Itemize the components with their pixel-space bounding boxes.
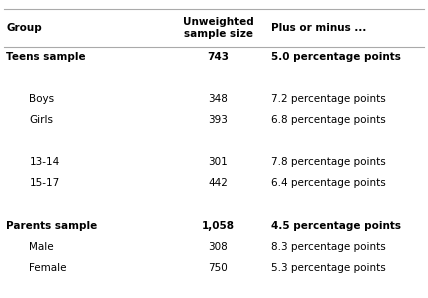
- Text: 1,058: 1,058: [202, 221, 235, 231]
- Text: 4.5 percentage points: 4.5 percentage points: [270, 221, 401, 231]
- Text: Unweighted
sample size: Unweighted sample size: [183, 17, 253, 39]
- Text: 5.3 percentage points: 5.3 percentage points: [270, 263, 385, 273]
- Text: Teens sample: Teens sample: [6, 52, 86, 62]
- Text: Parents sample: Parents sample: [6, 221, 98, 231]
- Text: Girls: Girls: [30, 115, 54, 125]
- Text: Group: Group: [6, 23, 42, 33]
- Text: 6.8 percentage points: 6.8 percentage points: [270, 115, 385, 125]
- Text: Boys: Boys: [30, 94, 55, 104]
- Text: 6.4 percentage points: 6.4 percentage points: [270, 179, 385, 188]
- Text: 13-14: 13-14: [30, 157, 59, 167]
- Text: 442: 442: [208, 179, 228, 188]
- Text: Male: Male: [30, 242, 54, 252]
- Text: 348: 348: [208, 94, 228, 104]
- Text: 750: 750: [208, 263, 228, 273]
- Text: 15-17: 15-17: [30, 179, 59, 188]
- Text: 301: 301: [208, 157, 228, 167]
- Text: 393: 393: [208, 115, 228, 125]
- Text: Female: Female: [30, 263, 67, 273]
- Text: Plus or minus ...: Plus or minus ...: [270, 23, 366, 33]
- Text: 308: 308: [208, 242, 228, 252]
- Text: 7.2 percentage points: 7.2 percentage points: [270, 94, 385, 104]
- Text: 8.3 percentage points: 8.3 percentage points: [270, 242, 385, 252]
- Text: 743: 743: [207, 52, 229, 62]
- Text: 5.0 percentage points: 5.0 percentage points: [270, 52, 401, 62]
- Text: 7.8 percentage points: 7.8 percentage points: [270, 157, 385, 167]
